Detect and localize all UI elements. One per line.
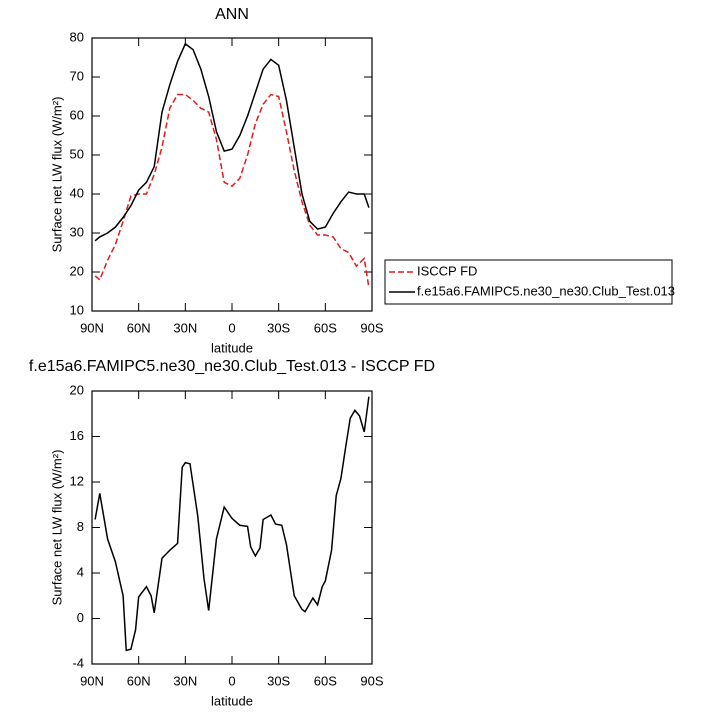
y-tick-label: 20	[70, 263, 84, 278]
y-tick-label: 0	[77, 610, 84, 625]
x-axis-label: latitude	[211, 693, 253, 708]
x-tick-label: 30S	[267, 320, 290, 335]
y-tick-label: 16	[70, 428, 84, 443]
y-tick-label: 60	[70, 107, 84, 122]
plot-frame	[91, 390, 373, 665]
chart-title: ANN	[215, 6, 249, 23]
y-tick-label: 40	[70, 185, 84, 200]
y-tick-label: 70	[70, 68, 84, 83]
x-tick-label: 60N	[127, 673, 151, 688]
legend: ISCCP FD f.e15a6.FAMIPC5.ne30_ne30.Club_T…	[384, 259, 675, 305]
x-tick-label: 0	[228, 320, 235, 335]
x-axis-label: latitude	[211, 340, 253, 355]
data-line	[94, 93, 370, 288]
y-tick-label: 30	[70, 224, 84, 239]
y-tick-label: 8	[77, 519, 84, 534]
y-tick-label: -4	[72, 655, 84, 670]
x-tick-label: 60S	[314, 320, 337, 335]
x-tick-label: 30S	[267, 673, 290, 688]
legend-box	[384, 259, 673, 305]
data-line	[94, 42, 370, 242]
x-tick-label: 90S	[360, 673, 383, 688]
x-tick-label: 60S	[314, 673, 337, 688]
x-tick-label: 90N	[80, 320, 104, 335]
legend-label: f.e15a6.FAMIPC5.ne30_ne30.Club_Test.013	[417, 283, 675, 298]
legend-label: ISCCP FD	[417, 263, 477, 278]
x-tick-label: 90N	[80, 673, 104, 688]
y-tick-label: 12	[70, 473, 84, 488]
chart-title: f.e15a6.FAMIPC5.ne30_ne30.Club_Test.013 …	[29, 358, 435, 375]
y-tick-label: 20	[70, 382, 84, 397]
x-tick-label: 0	[228, 673, 235, 688]
y-tick-label: 50	[70, 146, 84, 161]
y-axis-label: Surface net LW flux (W/m²)	[49, 450, 64, 606]
y-tick-label: 10	[70, 302, 84, 317]
x-tick-label: 90S	[360, 320, 383, 335]
y-tick-label: 80	[70, 29, 84, 44]
data-line	[94, 396, 370, 652]
x-tick-label: 30N	[173, 320, 197, 335]
x-tick-label: 30N	[173, 673, 197, 688]
plot-frame	[91, 37, 373, 312]
y-tick-label: 4	[77, 564, 84, 579]
y-axis-label: Surface net LW flux (W/m²)	[49, 97, 64, 253]
x-tick-label: 60N	[127, 320, 151, 335]
